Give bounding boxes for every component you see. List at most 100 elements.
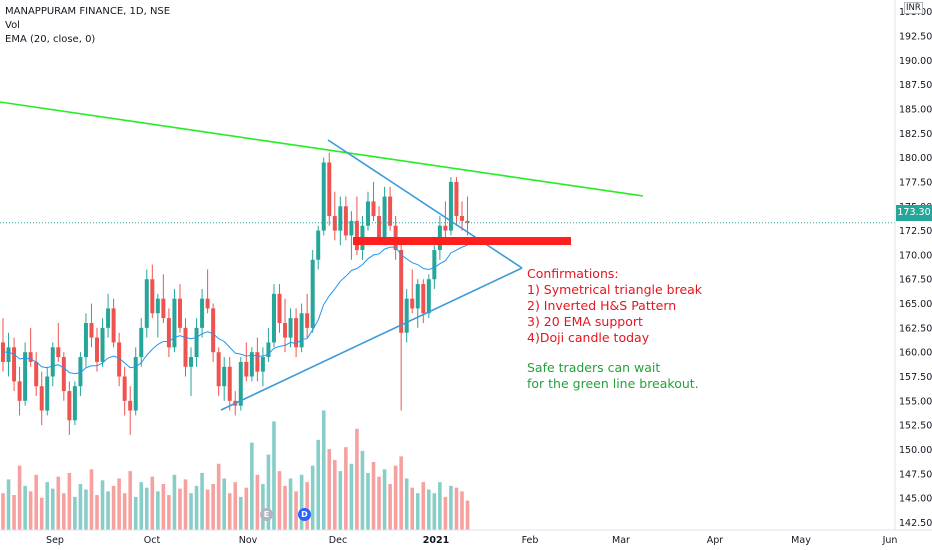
candle-body	[139, 327, 144, 358]
volume-bar	[39, 497, 44, 530]
volume-bar	[255, 474, 260, 530]
price-axis[interactable]: 195.00192.50190.00187.50185.00182.50180.…	[899, 7, 932, 529]
volume-bar	[321, 410, 326, 530]
volume-bar	[233, 482, 238, 530]
volume-bar	[111, 485, 116, 530]
triangle-upper-line[interactable]	[327, 139, 523, 269]
volume-bar	[305, 482, 309, 530]
candle-body	[227, 366, 232, 401]
volume-bar	[371, 461, 376, 530]
candle-body	[244, 361, 249, 377]
volume-bar	[6, 479, 11, 530]
price-tick-label: 162.50	[899, 323, 932, 334]
candle-body	[34, 361, 39, 387]
confirmation-item: 3) 20 EMA support	[527, 314, 643, 329]
confirmation-item: 2) Inverted H&S Pattern	[527, 298, 677, 313]
volume-bar	[377, 476, 381, 530]
confirmations-note[interactable]: Confirmations: 1) Symetrical triangle br…	[527, 266, 702, 346]
candle-body	[260, 357, 265, 372]
volume-bar	[454, 487, 459, 530]
volume-bar	[294, 491, 298, 530]
last-price-badge: 173.30	[896, 205, 932, 221]
candle-body	[443, 225, 448, 231]
volume-bar	[465, 500, 470, 530]
candle-body	[222, 366, 227, 387]
volume-bar	[150, 476, 155, 530]
price-tick-label: 147.50	[899, 469, 932, 480]
volume-bar	[200, 472, 204, 530]
candle-body	[128, 400, 133, 411]
candle-body	[161, 298, 166, 319]
volume-bar	[250, 442, 254, 530]
candle-body	[72, 386, 77, 421]
volume-bar	[277, 471, 282, 530]
price-tick-label: 167.50	[899, 275, 932, 286]
volume-bar	[421, 482, 426, 530]
volume-bar	[95, 495, 99, 530]
candle-body	[377, 216, 382, 241]
note-line: Safe traders can wait	[527, 360, 661, 375]
volume-bar	[62, 493, 66, 530]
price-tick-label: 180.00	[899, 153, 932, 164]
time-axis[interactable]: Sep Oct Nov Dec 2021 Feb Mar Apr May Jun	[46, 535, 897, 546]
dividend-event-icon[interactable]: D	[298, 508, 311, 521]
candle-body	[194, 327, 199, 358]
green-trendline[interactable]	[0, 101, 644, 197]
time-tick-label: Jun	[882, 535, 898, 546]
volume-bar	[415, 493, 420, 530]
volume-bar	[34, 474, 38, 530]
ema-indicator-label[interactable]: EMA (20, close, 0)	[5, 34, 96, 45]
triangle-lower-line[interactable]	[220, 267, 523, 411]
candle-body	[183, 327, 188, 367]
volume-bar	[244, 487, 249, 530]
volume-bar	[73, 496, 77, 530]
candle-body	[465, 220, 470, 223]
confirmation-item: 4)Doji candle today	[527, 330, 650, 345]
time-tick-label: Sep	[46, 535, 64, 546]
candle-body	[61, 357, 66, 392]
candle-body	[266, 342, 271, 358]
volume-bar	[333, 460, 337, 530]
volume-bar	[106, 491, 110, 530]
safe-traders-note[interactable]: Safe traders can wait for the green line…	[527, 360, 699, 392]
volume-bar	[410, 487, 415, 530]
volume-bar	[443, 496, 448, 530]
candle-body	[100, 327, 105, 362]
candle-body	[255, 352, 260, 372]
candle-body	[111, 308, 116, 343]
confirmations-heading: Confirmations:	[527, 266, 619, 281]
candle-body	[23, 352, 28, 401]
price-tick-label: 165.00	[899, 299, 932, 310]
vol-indicator-label[interactable]: Vol	[5, 20, 20, 31]
volume-bars	[1, 410, 470, 530]
candle-body	[327, 162, 332, 216]
time-tick-label: Mar	[612, 535, 630, 546]
volume-bar	[216, 463, 221, 530]
volume-bar	[183, 479, 188, 530]
volume-bar	[327, 449, 332, 530]
symbol-title[interactable]: MANAPPURAM FINANCE, 1D, NSE	[5, 6, 171, 17]
drawing-tools	[0, 101, 644, 411]
price-tick-label: 185.00	[899, 105, 932, 116]
candle-body	[343, 206, 348, 236]
volume-bar	[56, 476, 61, 530]
volume-bar	[438, 482, 442, 530]
support-band[interactable]	[353, 237, 571, 245]
earnings-event-icon[interactable]: E	[260, 508, 273, 521]
volume-bar	[344, 447, 348, 530]
candle-body	[78, 357, 83, 387]
price-tick-label: 155.00	[899, 396, 932, 407]
volume-bar	[366, 472, 370, 530]
volume-bar	[299, 474, 304, 530]
price-tick-label: 157.50	[899, 372, 932, 383]
candle-body	[17, 381, 22, 401]
volume-bar	[382, 469, 387, 530]
price-tick-label: 160.00	[899, 348, 932, 359]
candle-body	[404, 298, 409, 333]
time-tick-label: Oct	[144, 535, 161, 546]
candle-body	[354, 220, 359, 251]
volume-bar	[28, 491, 33, 530]
candle-body	[426, 279, 431, 314]
